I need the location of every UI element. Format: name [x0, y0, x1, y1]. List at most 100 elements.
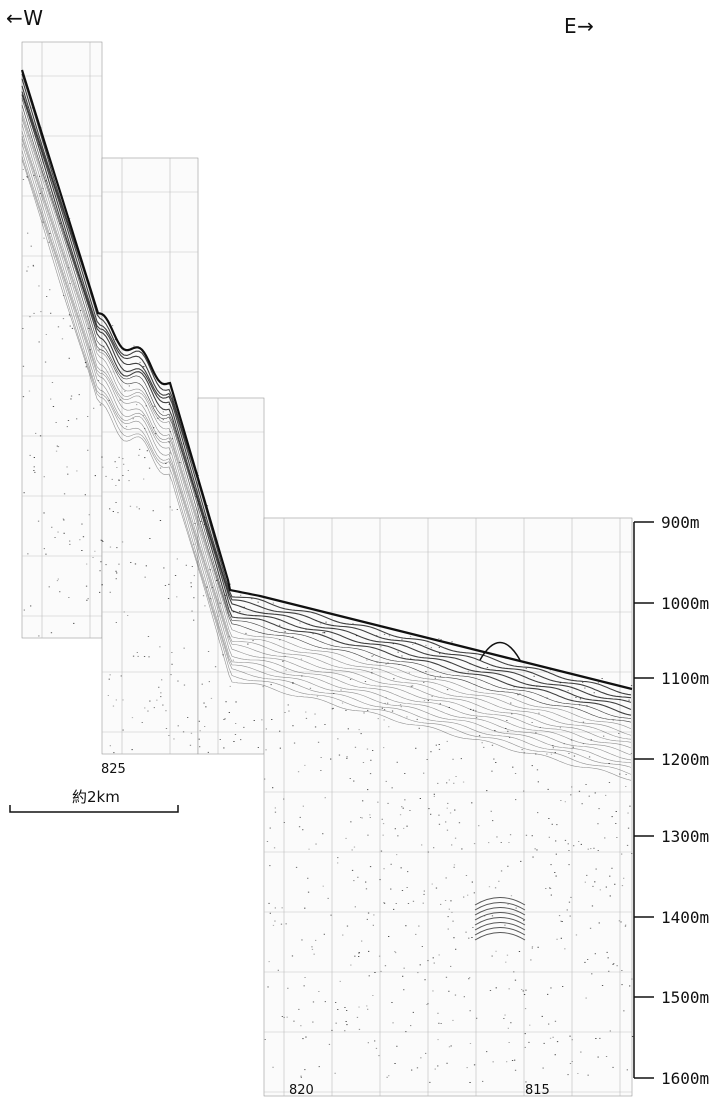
- speckle: [446, 782, 448, 784]
- speckle: [265, 749, 267, 751]
- speckle: [618, 920, 620, 922]
- speckle: [55, 422, 57, 423]
- speckle: [419, 798, 421, 799]
- speckle: [182, 731, 185, 733]
- speckle: [158, 686, 160, 688]
- speckle: [305, 1036, 307, 1038]
- speckle: [591, 905, 594, 907]
- speckle: [292, 725, 294, 727]
- speckle: [152, 510, 154, 512]
- speckle: [608, 782, 611, 783]
- speckle: [438, 823, 441, 825]
- speckle: [46, 296, 48, 297]
- speckle: [292, 682, 294, 684]
- speckle: [134, 563, 137, 565]
- speckle: [460, 758, 462, 760]
- speckle: [315, 843, 317, 845]
- speckle: [54, 537, 56, 538]
- speckle: [416, 718, 418, 720]
- speckle: [214, 666, 217, 668]
- speckle: [430, 813, 432, 815]
- speckle: [620, 921, 622, 923]
- speckle: [138, 454, 140, 456]
- speckle: [533, 675, 535, 677]
- speckle: [589, 927, 592, 929]
- speckle: [69, 540, 71, 542]
- speckle: [366, 659, 368, 661]
- speckle: [70, 395, 73, 397]
- speckle: [595, 1038, 597, 1039]
- speckle: [40, 311, 42, 313]
- speckle: [543, 1042, 545, 1044]
- speckle: [426, 1004, 428, 1005]
- subsurface-reflector: [21, 143, 632, 764]
- speckle: [408, 672, 410, 674]
- speckle: [261, 719, 263, 721]
- speckle: [101, 456, 103, 458]
- speckle: [507, 904, 509, 905]
- speckle: [267, 986, 269, 988]
- speckle: [344, 1007, 346, 1008]
- speckle: [69, 283, 71, 284]
- speckle: [279, 730, 281, 732]
- speckle: [571, 1061, 573, 1062]
- speckle: [411, 685, 414, 687]
- speckle: [284, 655, 286, 657]
- speckle: [531, 946, 534, 948]
- speckle: [385, 780, 387, 782]
- speckle: [627, 812, 629, 814]
- speckle: [219, 602, 221, 604]
- speckle: [521, 749, 523, 751]
- speckle: [383, 868, 385, 870]
- speckle: [493, 758, 495, 760]
- speckle: [308, 848, 310, 850]
- speckle: [471, 937, 473, 938]
- speckle: [525, 668, 527, 669]
- speckle: [586, 705, 588, 707]
- speckle: [43, 476, 45, 478]
- speckle: [127, 615, 129, 616]
- speckle: [383, 633, 386, 635]
- speckle: [50, 398, 52, 400]
- speckle: [85, 585, 88, 587]
- speckle: [473, 1064, 476, 1066]
- speckle: [87, 598, 89, 600]
- speckle: [107, 695, 109, 696]
- speckle: [117, 512, 119, 514]
- speckle: [400, 867, 402, 869]
- speckle: [616, 965, 618, 967]
- speckle: [45, 334, 47, 335]
- speckle: [35, 432, 37, 434]
- speckle: [570, 896, 572, 898]
- speckle: [438, 748, 441, 750]
- speckle: [128, 385, 130, 387]
- speckle: [519, 693, 521, 695]
- scale-bar-label: 約2km: [72, 788, 120, 806]
- speckle: [383, 709, 386, 711]
- speckle: [247, 643, 249, 645]
- speckle: [63, 519, 65, 521]
- speckle: [364, 681, 367, 682]
- speckle: [350, 964, 352, 966]
- speckle: [318, 1066, 320, 1068]
- speckle: [426, 759, 428, 760]
- speckle: [109, 591, 111, 593]
- speckle: [629, 805, 631, 807]
- speckle: [463, 896, 465, 898]
- speckle: [554, 752, 556, 753]
- speckle: [337, 862, 339, 864]
- speckle: [412, 900, 415, 902]
- deep-reflector: [474, 907, 526, 916]
- deep-reflector: [474, 897, 526, 906]
- speckle: [118, 479, 120, 481]
- speckle: [103, 345, 105, 347]
- speckle: [132, 418, 134, 420]
- speckle: [217, 615, 219, 617]
- speckle: [463, 996, 465, 998]
- speckle: [257, 747, 259, 748]
- speckle: [584, 881, 586, 883]
- speckle: [423, 699, 426, 701]
- speckle: [592, 885, 594, 887]
- speckle: [391, 787, 393, 789]
- speckle: [447, 928, 449, 930]
